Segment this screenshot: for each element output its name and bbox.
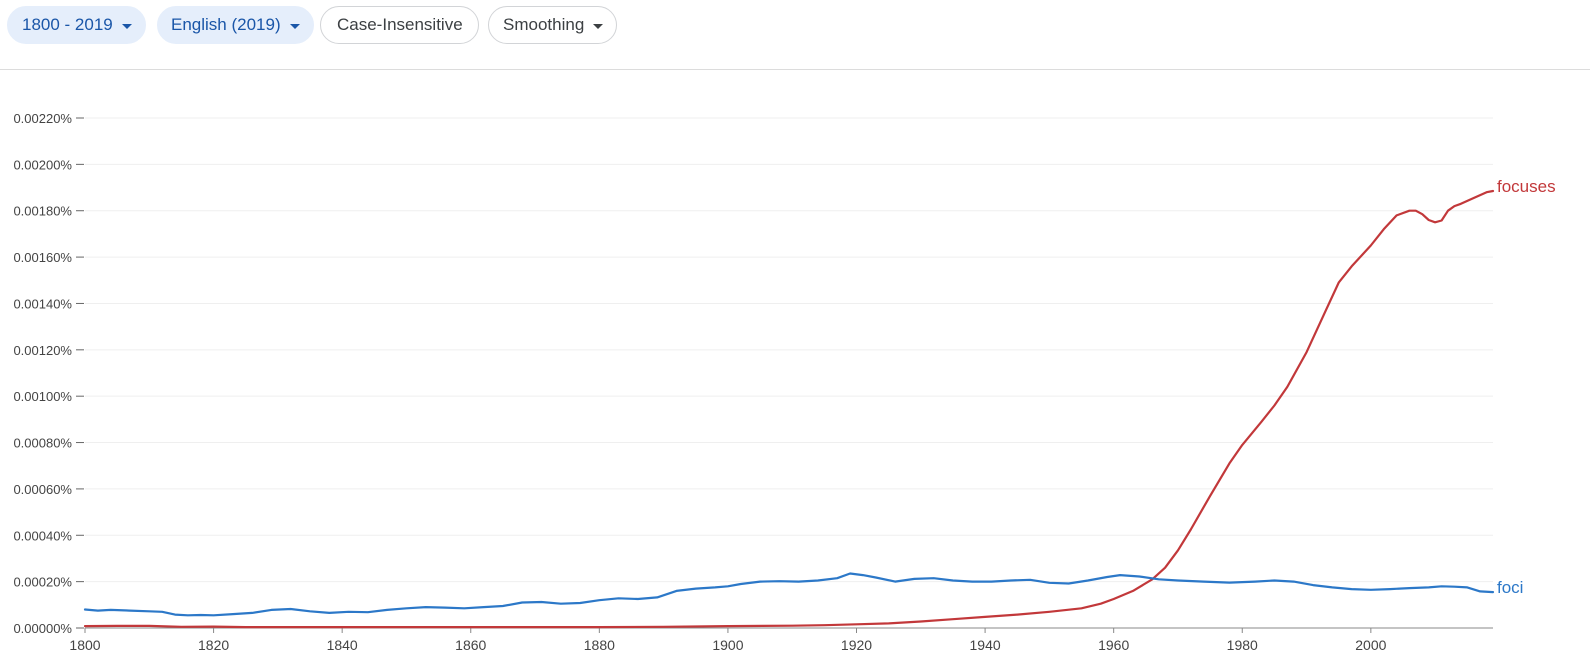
y-tick-label: 0.00140% <box>13 296 72 311</box>
series-line-foci[interactable] <box>83 572 1495 617</box>
caret-down-icon <box>121 23 132 29</box>
series-labels: focuses foci <box>1497 177 1556 597</box>
case-insensitive-toggle[interactable]: Case-Insensitive <box>320 6 479 44</box>
x-tick-label: 1820 <box>198 637 229 653</box>
x-axis: 1800 1820 1840 1860 1880 1900 1920 1940 1960 1980… <box>69 627 1493 653</box>
x-tick-label: 1840 <box>327 637 358 653</box>
corpus-dropdown[interactable]: English (2019) <box>157 6 314 44</box>
x-tick-label: 1940 <box>970 637 1001 653</box>
x-tick-label: 1880 <box>584 637 615 653</box>
x-tick-label: 1920 <box>841 637 872 653</box>
toolbar: 1800 - 2019 English (2019) Case-Insensit… <box>0 0 1590 70</box>
y-tick-label: 0.00100% <box>13 389 72 404</box>
series-line-focuses[interactable] <box>83 189 1495 629</box>
x-tick-label: 1800 <box>69 637 100 653</box>
y-tick-label: 0.00060% <box>13 482 72 497</box>
y-tick-label: 0.00200% <box>13 157 72 172</box>
corpus-label: English (2019) <box>171 15 281 34</box>
y-tick-label: 0.00120% <box>13 343 72 358</box>
y-axis: 0.00000% 0.00020% 0.00040% 0.00060% 0.00080%… <box>13 111 84 636</box>
y-tick-label: 0.00040% <box>13 528 72 543</box>
caret-down-icon <box>593 23 604 29</box>
x-tick-label: 1980 <box>1227 637 1258 653</box>
smoothing-label: Smoothing <box>503 15 585 34</box>
ngram-chart: 0.00000% 0.00020% 0.00040% 0.00060% 0.00080%… <box>13 111 1556 653</box>
smoothing-dropdown[interactable]: Smoothing <box>488 6 618 44</box>
gridlines <box>85 117 1493 583</box>
year-range-label: 1800 - 2019 <box>22 15 113 34</box>
y-tick-label: 0.00220% <box>13 111 72 126</box>
caret-down-icon <box>289 23 300 29</box>
x-tick-label: 1860 <box>455 637 486 653</box>
y-tick-label: 0.00000% <box>13 621 72 636</box>
x-tick-label: 2000 <box>1355 637 1386 653</box>
series-label-focuses[interactable]: focuses <box>1497 177 1556 196</box>
case-insensitive-label: Case-Insensitive <box>337 15 463 34</box>
y-tick-label: 0.00020% <box>13 575 72 590</box>
series-lines[interactable] <box>83 189 1495 629</box>
year-range-dropdown[interactable]: 1800 - 2019 <box>7 6 146 44</box>
x-tick-label: 1960 <box>1098 637 1129 653</box>
x-tick-label: 1900 <box>712 637 743 653</box>
y-tick-label: 0.00160% <box>13 250 72 265</box>
series-label-foci[interactable]: foci <box>1497 578 1523 597</box>
y-tick-label: 0.00080% <box>13 436 72 451</box>
y-tick-label: 0.00180% <box>13 204 72 219</box>
